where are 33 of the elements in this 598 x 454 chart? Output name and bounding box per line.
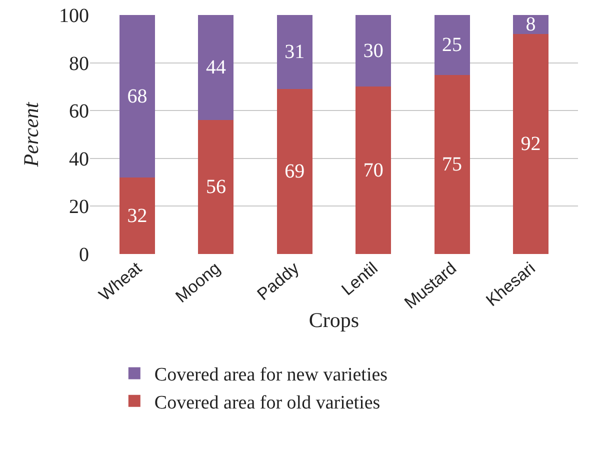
data-label: 68 [127,85,148,108]
bar [198,15,234,120]
data-label: 44 [206,56,226,79]
legend-label: Covered area for old varieties [154,392,380,414]
bar [434,15,470,75]
data-label: 92 [520,133,541,156]
y-axis-title: Percent [19,101,43,168]
bar [513,34,548,254]
bar [276,89,312,254]
data-label: 56 [206,176,226,198]
data-label: 8 [526,14,536,36]
bar [276,15,312,90]
y-tick-label: 80 [69,52,89,75]
bar [198,120,234,254]
data-label: 32 [127,204,148,227]
y-tick-label: 60 [69,100,89,123]
data-label: 30 [363,40,384,62]
bar [120,178,155,254]
y-tick-label: 20 [69,196,89,218]
y-tick-label: 40 [69,148,89,170]
bar [356,86,392,254]
y-tick-label: 0 [79,244,89,266]
data-label: 69 [284,160,305,183]
bar [120,15,155,178]
bar [356,15,392,87]
legend-label: Covered area for new varieties [154,364,388,386]
data-label: 75 [442,153,462,176]
bar [434,74,470,254]
y-tick-label: 100 [59,5,89,27]
data-label: 25 [442,34,462,56]
data-label: 70 [363,159,384,182]
data-label: 31 [284,41,305,64]
x-axis-title: Crops [308,308,360,332]
